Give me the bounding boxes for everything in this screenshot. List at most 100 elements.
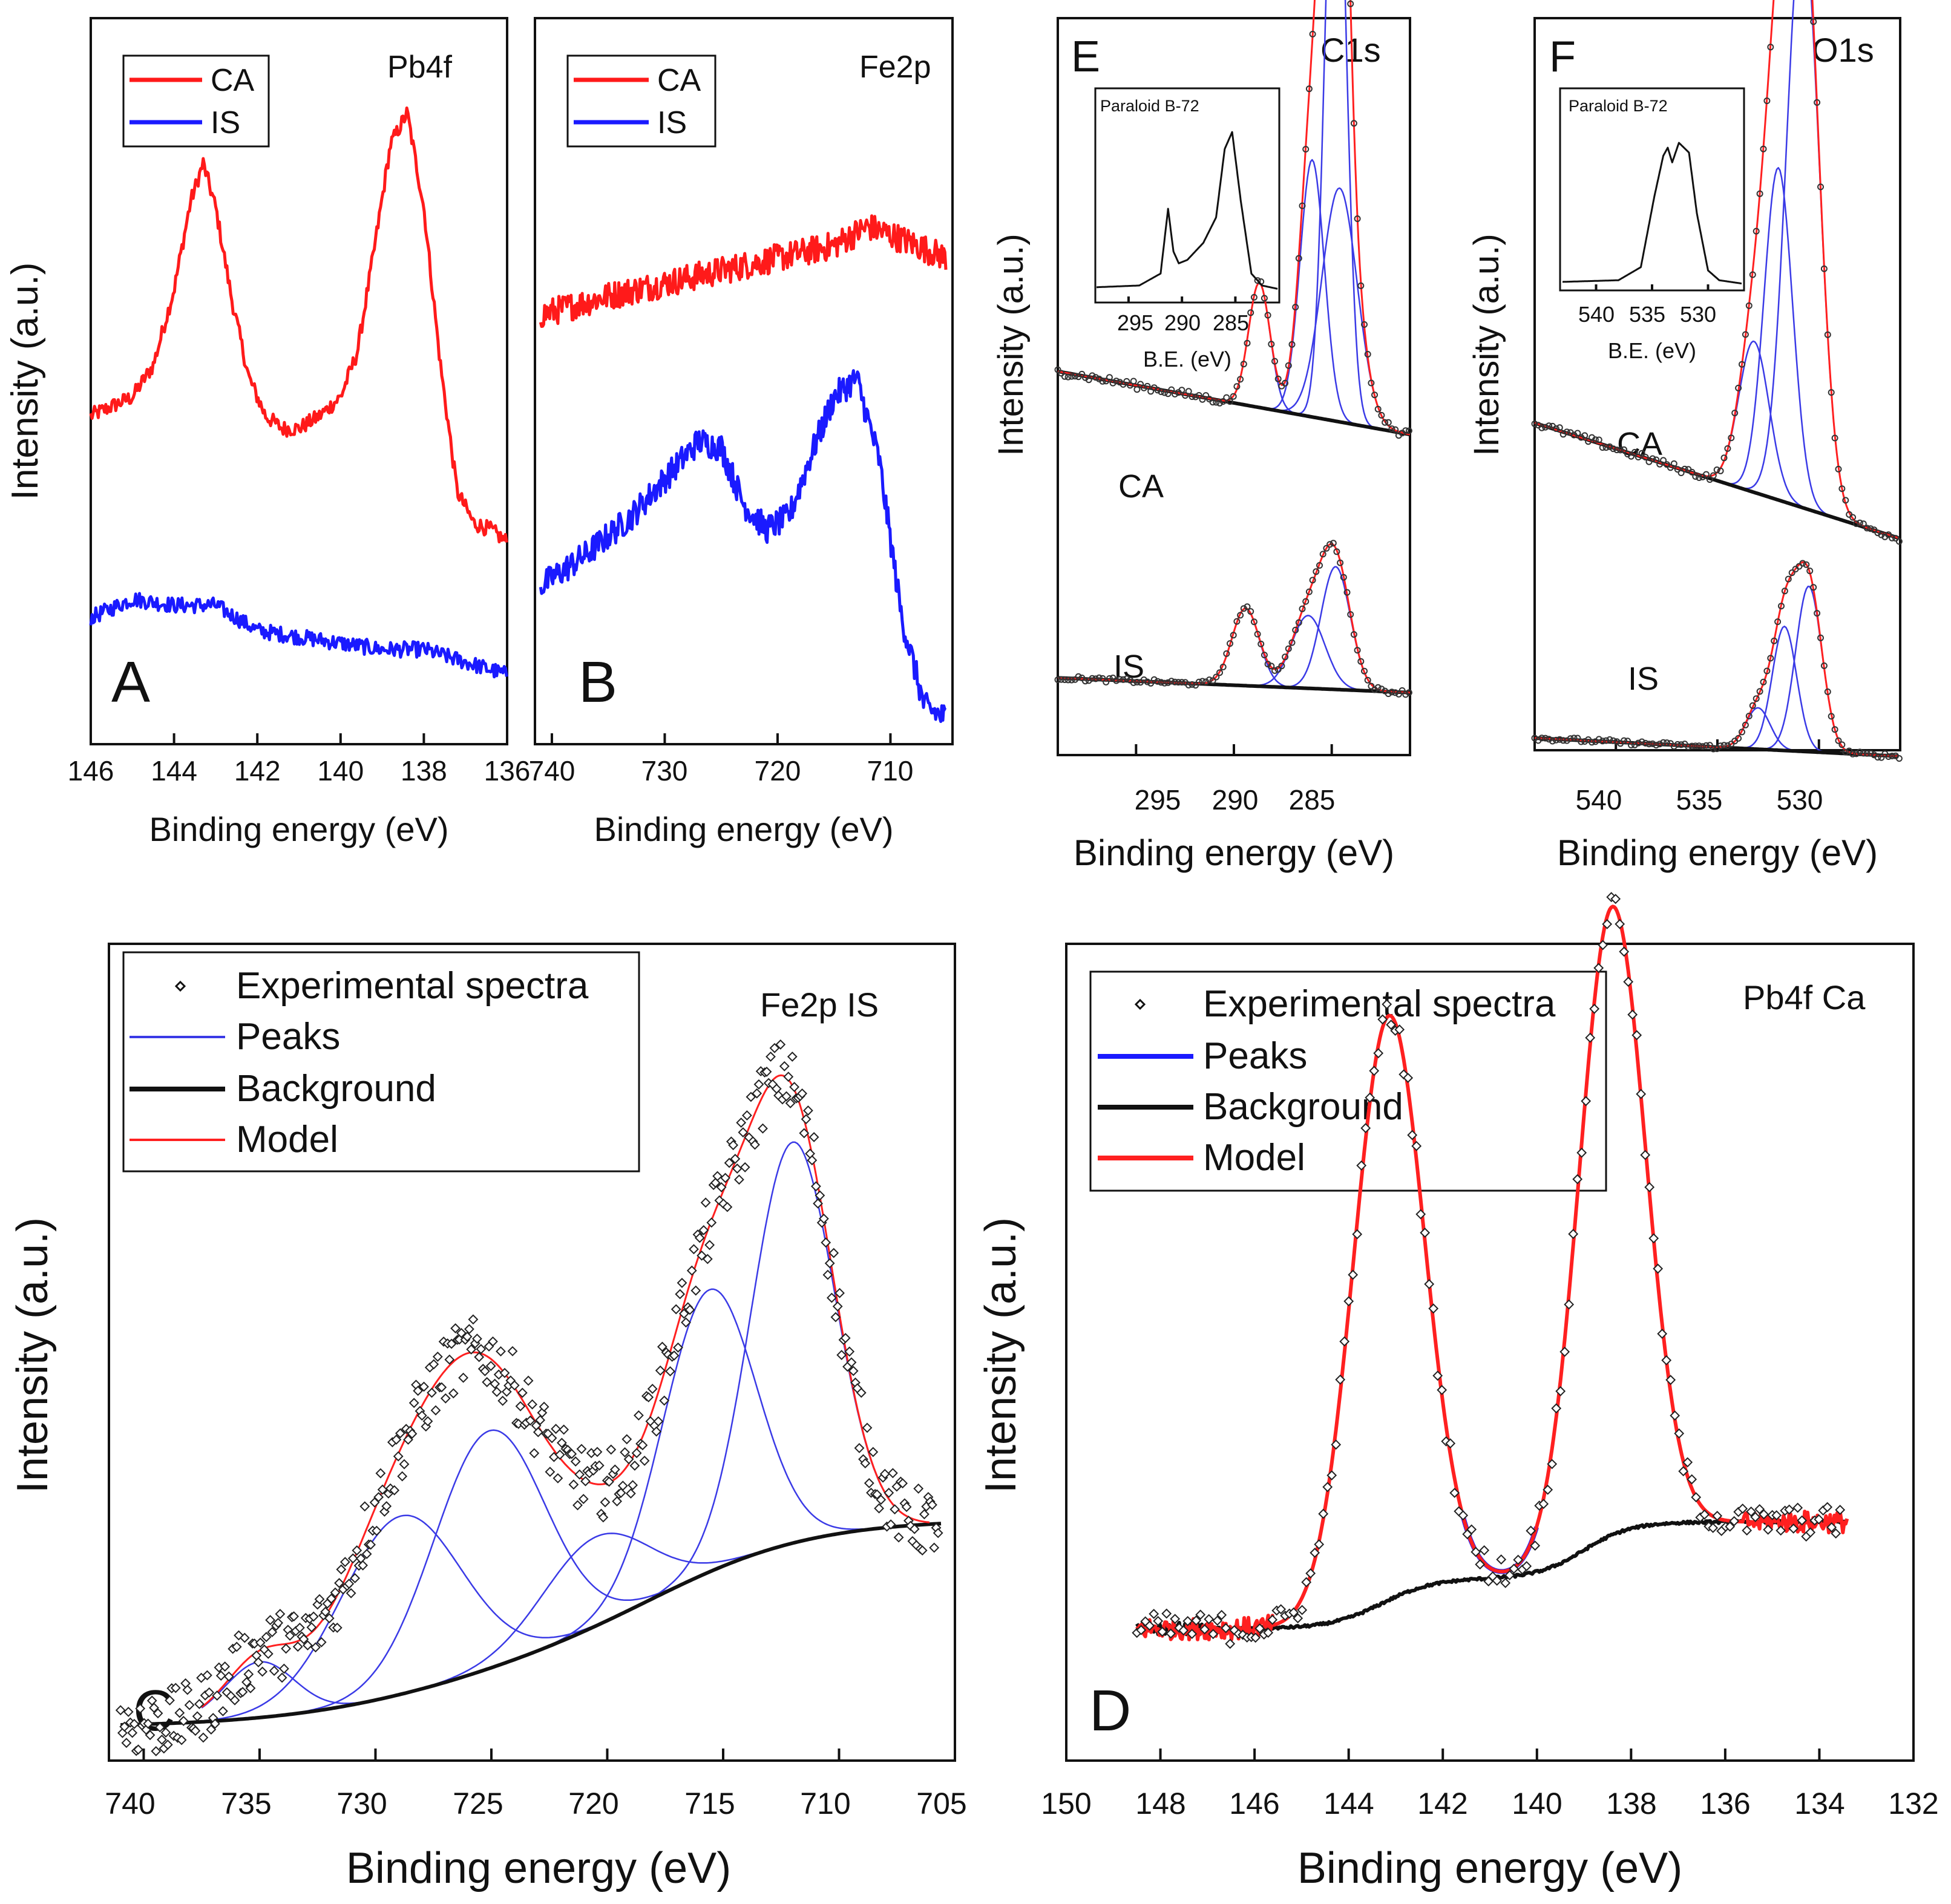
panel-c-exp-point — [341, 1558, 349, 1566]
panel-f-ylabel: Intensity (a.u.) — [1467, 234, 1506, 456]
panel-c-exp-point — [122, 1739, 131, 1747]
panel-c-exp-point — [293, 1643, 302, 1651]
panel-c-xtick: 720 — [568, 1787, 618, 1821]
panel-c-exp-point — [244, 1670, 253, 1678]
panel-c-exp-point — [218, 1707, 227, 1715]
panel-e-xlabel: Binding energy (eV) — [1074, 833, 1394, 873]
panel-d-exp-point — [1662, 1356, 1671, 1364]
panel-e-xticks: 295 290 285 — [1135, 784, 1336, 816]
panel-d-exp-point — [1162, 1609, 1171, 1618]
panel-c-exp-point — [579, 1495, 588, 1503]
panel-c-exp-point — [469, 1315, 477, 1324]
panel-c-exp-point — [891, 1505, 899, 1514]
panel-c-exp-point — [431, 1406, 440, 1415]
panel-a-xtick: 144 — [151, 755, 197, 787]
panel-c-exp-point — [483, 1378, 491, 1386]
panel-e-xtick: 295 — [1135, 784, 1181, 816]
panel-c-exp-point — [863, 1424, 871, 1432]
panel-c-legend-model: Model — [236, 1119, 338, 1160]
panel-c-exp-point — [888, 1469, 897, 1477]
panel-f-xlabel: Binding energy (eV) — [1557, 833, 1878, 873]
panel-c-exp-point — [361, 1502, 369, 1511]
panel-c-exp-point — [459, 1373, 468, 1382]
panel-d-exp-point — [1497, 1556, 1506, 1564]
panel-a-ylabel: Intensity (a.u.) — [4, 263, 46, 500]
panel-f-label-is: IS — [1628, 661, 1659, 697]
panel-c-legend: Experimental spectra Peaks Background Mo… — [123, 952, 639, 1171]
panel-c-xtick: 705 — [916, 1787, 966, 1821]
panel-c-exp-point — [185, 1701, 194, 1709]
panel-e-ca-peak-4 — [1269, 188, 1410, 434]
panel-f-xtick: 535 — [1676, 784, 1723, 816]
panel-f-inset: Paraloid B-72 B.E. (eV) 540 535 530 — [1560, 88, 1744, 363]
panel-e-is-peak-1 — [1191, 609, 1300, 689]
panel-d-exp-point — [1794, 1503, 1802, 1512]
panel-a-letter: A — [111, 650, 150, 715]
panel-d-xtick: 148 — [1135, 1787, 1185, 1821]
panel-d-exp-point — [1777, 1526, 1785, 1535]
panel-c-exp-point — [788, 1053, 796, 1061]
panel-d-xtick: 142 — [1417, 1787, 1467, 1821]
panel-d-exp-point — [1205, 1615, 1213, 1623]
panel-c-exp-point — [690, 1245, 698, 1254]
panel-c-exp-point — [755, 1080, 763, 1088]
panel-f-is-model — [1535, 562, 1898, 756]
panel-c-exp-point — [124, 1707, 133, 1716]
panel-c-exp-point — [784, 1073, 793, 1081]
panel-c-exp-point — [258, 1667, 267, 1676]
panel-c-legend-peaks: Peaks — [236, 1016, 340, 1058]
panel-e-inset-xtick: 295 — [1117, 310, 1153, 335]
panel-c-exp-point — [499, 1396, 507, 1405]
panel-c-exp-point — [530, 1449, 539, 1457]
panel-d-exp-point — [1150, 1610, 1158, 1618]
panel-f-letter: F — [1549, 33, 1576, 81]
panel-a-legend: CA IS — [123, 56, 269, 146]
panel-c-exp-point — [554, 1474, 562, 1482]
panel-c-exp-point — [400, 1460, 408, 1468]
panel-c-exp-point — [626, 1490, 635, 1498]
panel-c-exp-point — [337, 1565, 346, 1574]
panel-e-inset-xtick: 290 — [1164, 310, 1201, 335]
panel-a-xticks: 146 144 142 140 138 136 — [68, 755, 531, 787]
panel-c-exp-point — [175, 1709, 184, 1717]
panel-f-ca-peak-3 — [1738, 0, 1866, 528]
panel-c-xtick: 710 — [800, 1787, 850, 1821]
panel-c-xtick: 715 — [684, 1787, 735, 1821]
panel-b-xticks: 740 730 720 710 — [529, 755, 914, 787]
panel-b-xtick: 720 — [755, 755, 801, 787]
panel-d-ylabel: Intensity (a.u.) — [977, 1217, 1025, 1493]
panel-c-xtick: 735 — [221, 1787, 271, 1821]
panel-c-exp-point — [116, 1706, 125, 1715]
panel-c-exp-point — [508, 1347, 517, 1355]
panel-d-exp-point — [1645, 1183, 1654, 1191]
panel-c-exp-point — [465, 1325, 473, 1333]
panel-d-xtick: 138 — [1606, 1787, 1656, 1821]
panel-d-legend-bg: Background — [1203, 1086, 1403, 1128]
panel-c-exp-point — [574, 1501, 582, 1510]
panel-d-exp-point — [1298, 1606, 1307, 1614]
panel-c-exp-point — [735, 1176, 743, 1184]
panel-c-exp-point — [623, 1435, 631, 1444]
panel-a-label: Pb4f — [387, 50, 453, 85]
panel-c-exp-point — [410, 1399, 418, 1407]
panel-c-exp-point — [865, 1479, 873, 1487]
panel-c-exp-point — [737, 1119, 746, 1127]
panel-d-exp-point — [1425, 1280, 1434, 1288]
panel-c-exp-point — [193, 1712, 202, 1721]
panel-c-exp-point — [560, 1425, 568, 1434]
panel-c-exp-point — [524, 1376, 533, 1385]
panel-a-xtick: 142 — [234, 755, 281, 787]
panel-c-exp-point — [875, 1504, 884, 1513]
panel-d-exp-point — [1628, 1010, 1637, 1019]
panel-c-xtick: 730 — [336, 1787, 387, 1821]
panel-a-series-is — [91, 594, 507, 677]
panel-d-exp-point — [1480, 1546, 1489, 1554]
panel-c-xtick: 725 — [453, 1787, 503, 1821]
panel-f-xtick: 530 — [1777, 784, 1823, 816]
panel-e-xtick: 290 — [1212, 784, 1259, 816]
panel-d-legend: Experimental spectra Peaks Background Mo… — [1090, 972, 1606, 1191]
panel-d-xtick: 136 — [1700, 1787, 1750, 1821]
panel-b-xtick: 740 — [529, 755, 575, 787]
panel-c-exp-point — [571, 1457, 580, 1466]
panel-e-inset: Paraloid B-72 B.E. (eV) 295 290 285 — [1095, 88, 1279, 371]
